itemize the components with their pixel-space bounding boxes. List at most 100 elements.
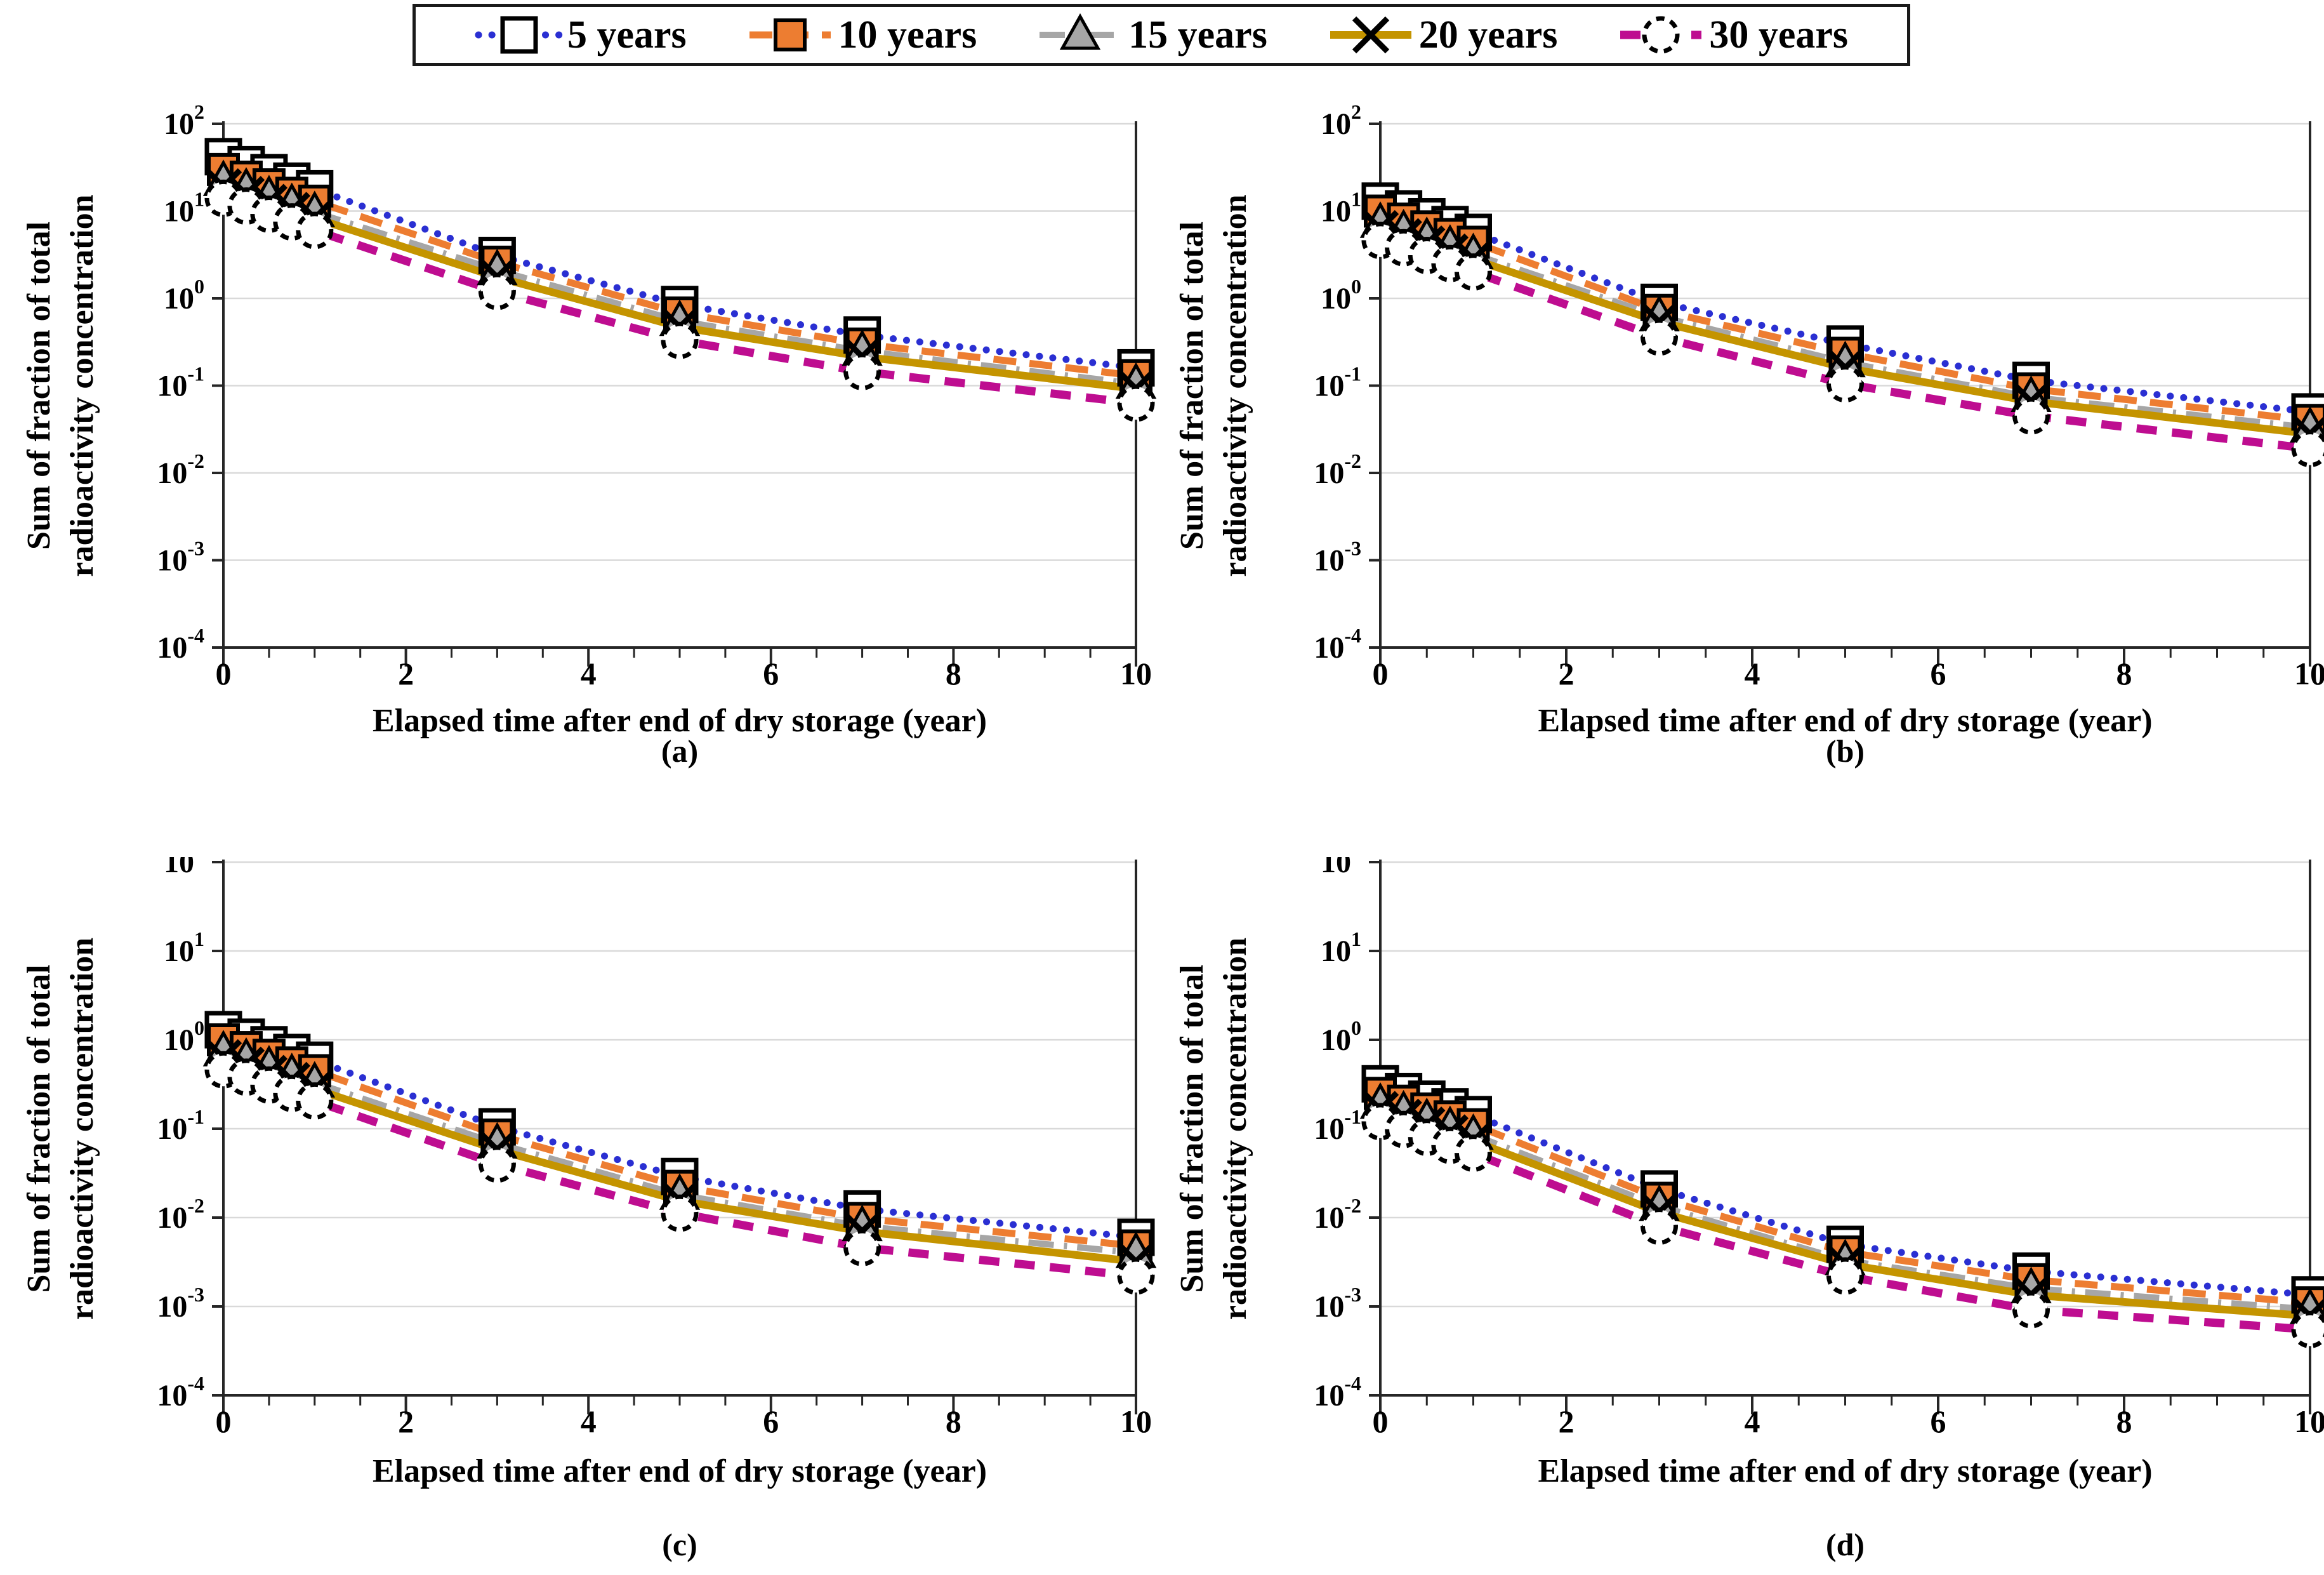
y-tick-label: 101 <box>1321 188 1361 229</box>
panel-caption: (d) <box>1826 1527 1865 1562</box>
legend-swatch-15y <box>1040 13 1121 50</box>
x-tick-labels: 0 2 4 6 8 10 <box>1373 1404 2324 1439</box>
chart-legend: 5 years 10 years 15 years 20 years 30 years <box>413 4 1910 66</box>
series-markers <box>202 1011 1157 1295</box>
axis-ticks <box>212 861 1137 1414</box>
legend-item-15-years: 15 years <box>1036 13 1267 57</box>
series-lines <box>220 153 1140 408</box>
filled-triangle-marker <box>1059 13 1101 50</box>
x-tick-label: 8 <box>946 1404 961 1439</box>
y-tick-labels: 102 101 100 10-1 10-2 10-3 10-4 <box>157 100 204 665</box>
y-tick-label: 100 <box>1321 275 1361 316</box>
x-cross-marker <box>1352 16 1389 54</box>
x-tick-label: 4 <box>1745 1404 1760 1439</box>
x-tick-label: 6 <box>763 1404 779 1439</box>
y-tick-label: 10-4 <box>157 624 204 665</box>
open-square-marker <box>500 16 538 54</box>
series-line-10-years <box>1379 1090 2311 1306</box>
legend-label: 20 years <box>1418 13 1558 56</box>
y-tick-label: 10-3 <box>1314 537 1361 578</box>
y-tick-label: 10-4 <box>1314 1372 1361 1412</box>
y-tick-label: 10-2 <box>157 1194 204 1235</box>
chart-d: 102 101 100 10-1 10-2 10-3 10-4 0 2 4 6 8 10 Elapsed … <box>1174 857 2324 1562</box>
x-axis-title: Elapsed time after end of dry storage (y… <box>1538 703 2152 739</box>
panel-a: 102 101 100 10-1 10-2 10-3 10-4 0 2 4 6 8 10 Elapsed … <box>0 0 1162 857</box>
y-tick-label: 10-1 <box>1314 362 1361 403</box>
chart-a: 102 101 100 10-1 10-2 10-3 10-4 0 2 4 6 8 10 Elapsed … <box>21 100 1157 769</box>
series-line-15-years <box>222 178 1137 387</box>
y-tick-label: 100 <box>164 275 204 316</box>
open-circle-marker <box>478 1145 516 1183</box>
series-lines <box>1377 197 2314 453</box>
y-axis-title-line1: Sum of fraction of total <box>21 222 57 550</box>
x-axis-title: Elapsed time after end of dry storage (y… <box>373 703 987 739</box>
axis-frame <box>222 860 1137 1397</box>
panel-b: 102 101 100 10-1 10-2 10-3 10-4 0 2 4 6 8 10 Elapsed … <box>1162 0 2324 857</box>
x-axis-title: Elapsed time after end of dry storage (y… <box>1538 1453 2152 1489</box>
y-tick-label: 102 <box>1321 100 1361 141</box>
y-tick-label: 10-3 <box>157 537 204 578</box>
y-axis-title-line1: Sum of fraction of total <box>21 964 57 1293</box>
legend-swatch-10y <box>749 18 831 51</box>
y-tick-label: 102 <box>164 857 204 879</box>
x-axis-title: Elapsed time after end of dry storage (y… <box>373 1453 987 1489</box>
x-tick-label: 8 <box>2116 1404 2132 1439</box>
panel-caption: (c) <box>662 1527 697 1562</box>
y-tick-label: 10-2 <box>157 449 204 490</box>
x-tick-label: 2 <box>398 656 414 691</box>
x-tick-label: 0 <box>216 656 232 691</box>
chart-c: 102 101 100 10-1 10-2 10-3 10-4 0 2 4 6 8 10 Elapsed … <box>21 857 1157 1562</box>
y-tick-label: 10-4 <box>1314 624 1361 665</box>
legend-swatch-5y <box>475 16 564 54</box>
x-tick-label: 10 <box>2294 1404 2324 1439</box>
open-circle-marker <box>1642 16 1680 54</box>
legend-label: 30 years <box>1709 13 1849 56</box>
series-lines <box>220 1026 1140 1280</box>
legend-label: 5 years <box>567 13 687 56</box>
legend-item-30-years: 30 years <box>1616 13 1848 57</box>
open-circle-marker <box>2012 1291 2050 1329</box>
open-circle-marker <box>1826 365 1864 403</box>
open-circle-marker <box>843 1228 881 1266</box>
chart-b: 102 101 100 10-1 10-2 10-3 10-4 0 2 4 6 8 10 Elapsed … <box>1174 100 2324 769</box>
open-circle-marker <box>1641 1207 1678 1246</box>
series-line-5-years <box>1377 197 2314 416</box>
series-line-30-years <box>1379 236 2311 453</box>
axis-ticks <box>1369 861 2311 1414</box>
legend-item-10-years: 10 years <box>746 13 977 57</box>
series-line-30-years <box>1378 1117 2311 1334</box>
y-axis-title-line2: radioactivity concentration <box>64 938 100 1320</box>
y-tick-label: 10-1 <box>1314 1105 1361 1146</box>
x-tick-label: 0 <box>1373 1404 1389 1439</box>
x-tick-label: 10 <box>1120 656 1152 691</box>
y-axis-title-line2: radioactivity concentration <box>64 194 100 576</box>
panel-d: 102 101 100 10-1 10-2 10-3 10-4 0 2 4 6 8 10 Elapsed … <box>1162 857 2324 1575</box>
open-circle-marker <box>661 1194 699 1232</box>
x-tick-label: 2 <box>1559 656 1575 691</box>
x-tick-labels: 0 2 4 6 8 10 <box>1373 656 2324 691</box>
y-tick-label: 101 <box>164 188 204 229</box>
y-tick-label: 10-3 <box>157 1283 204 1324</box>
gridlines <box>1380 861 2310 1397</box>
y-tick-label: 102 <box>164 100 204 141</box>
y-tick-labels: 102 101 100 10-1 10-2 10-3 10-4 <box>1314 857 1361 1412</box>
y-tick-label: 100 <box>1321 1016 1361 1057</box>
legend-item-20-years: 20 years <box>1326 13 1558 57</box>
x-tick-label: 6 <box>763 656 779 691</box>
x-tick-label: 8 <box>2116 656 2132 691</box>
y-tick-label: 101 <box>1321 927 1361 968</box>
panel-caption: (b) <box>1826 733 1865 769</box>
series-line-15-years <box>222 1048 1137 1256</box>
y-tick-label: 101 <box>164 927 204 968</box>
panel-caption: (a) <box>661 733 698 769</box>
x-tick-labels: 0 2 4 6 8 10 <box>216 656 1152 691</box>
x-tick-labels: 0 2 4 6 8 10 <box>216 1404 1152 1439</box>
open-circle-marker <box>296 1082 334 1120</box>
open-circle-marker <box>2012 397 2050 435</box>
y-tick-label: 102 <box>1321 857 1361 879</box>
open-circle-marker <box>1641 318 1678 356</box>
filled-square-marker <box>773 18 807 51</box>
y-tick-label: 10-2 <box>1314 1194 1361 1235</box>
series-line-5-years <box>1377 1080 2314 1299</box>
y-tick-label: 10-4 <box>157 1372 204 1412</box>
